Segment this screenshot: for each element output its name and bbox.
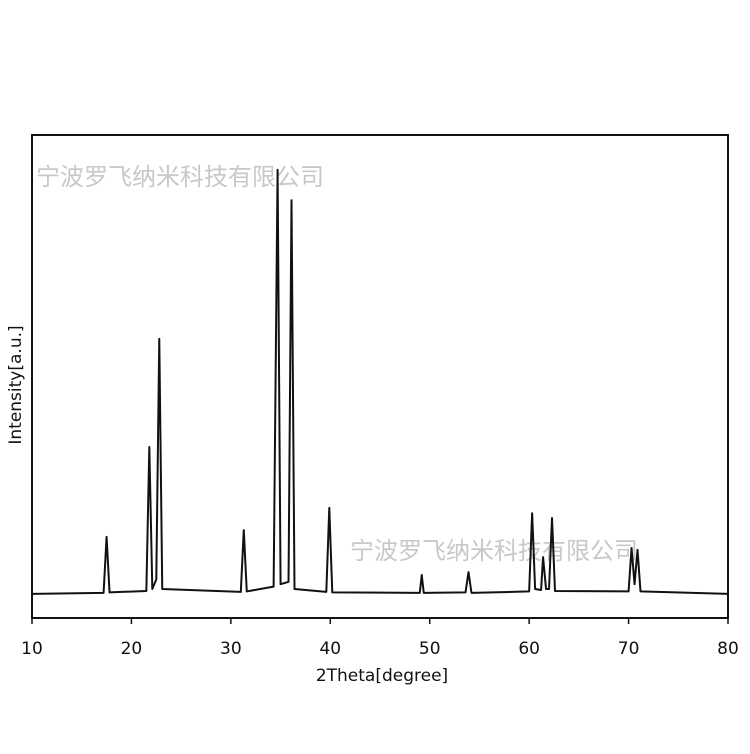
x-tick-label: 70 bbox=[618, 639, 640, 659]
plot-frame bbox=[31, 134, 729, 619]
x-tick-label: 10 bbox=[21, 639, 43, 659]
watermark: 宁波罗飞纳米科技有限公司 bbox=[36, 163, 324, 191]
y-axis-label: Intensity[a.u.] bbox=[6, 325, 26, 444]
x-tick-label: 60 bbox=[518, 639, 540, 659]
x-tick-label: 30 bbox=[220, 639, 242, 659]
x-tick-label: 50 bbox=[419, 639, 441, 659]
x-tick-label: 80 bbox=[717, 639, 739, 659]
x-axis-label: 2Theta[degree] bbox=[316, 666, 448, 686]
data-line bbox=[31, 168, 729, 595]
x-tick-label: 20 bbox=[121, 639, 143, 659]
watermark: 宁波罗飞纳米科技有限公司 bbox=[350, 537, 638, 565]
x-tick-label: 40 bbox=[319, 639, 341, 659]
